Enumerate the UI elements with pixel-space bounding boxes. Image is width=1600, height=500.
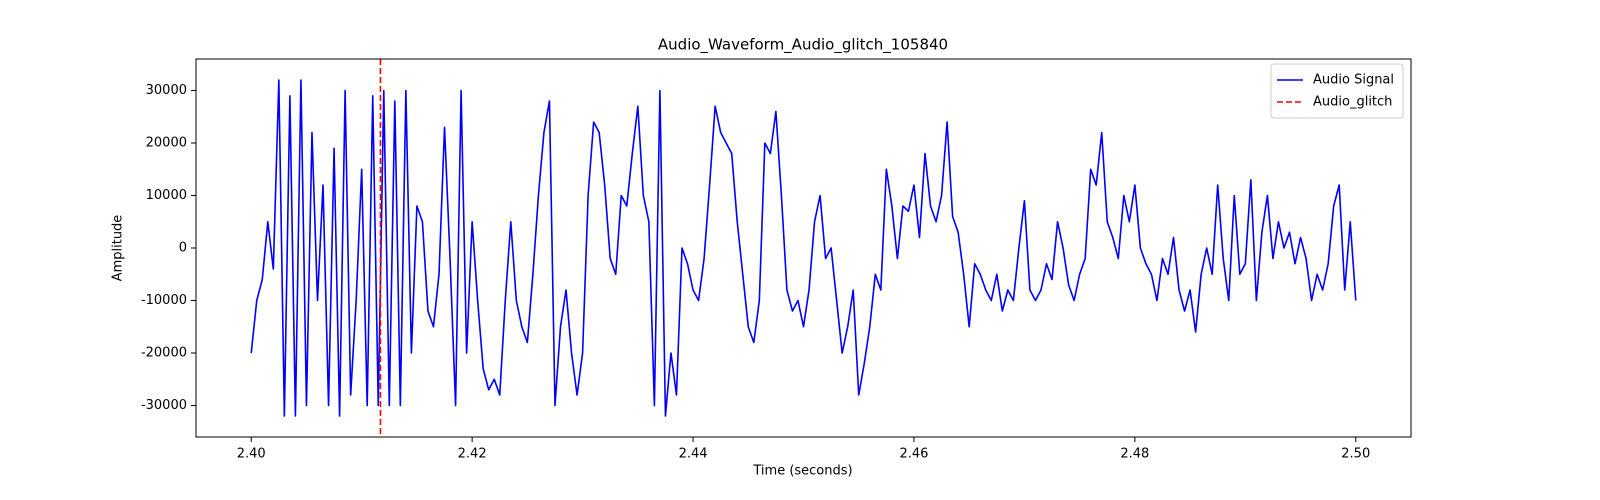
y-tick-label: 30000 xyxy=(146,83,187,98)
plot-frame xyxy=(195,58,1412,438)
x-tick-label: 2.42 xyxy=(458,447,487,462)
x-tick-label: 2.40 xyxy=(237,447,266,462)
y-tick-label: 0 xyxy=(179,241,187,256)
signal-line xyxy=(250,79,1357,417)
x-tick-label: 2.46 xyxy=(899,447,928,462)
x-axis-label: Time (seconds) xyxy=(752,464,852,479)
y-tick-label: -10000 xyxy=(141,293,187,308)
legend-label: Audio_glitch xyxy=(1313,95,1392,110)
y-tick-label: 10000 xyxy=(146,188,187,203)
x-tick-label: 2.50 xyxy=(1341,447,1370,462)
chart-title: Audio_Waveform_Audio_glitch_105840 xyxy=(658,36,948,55)
y-tick-label: -20000 xyxy=(141,346,187,361)
y-tick-label: -30000 xyxy=(141,398,187,413)
x-tick-label: 2.44 xyxy=(679,447,708,462)
legend-label: Audio Signal xyxy=(1313,73,1394,88)
y-tick-label: 20000 xyxy=(146,136,187,151)
legend-box xyxy=(1270,63,1404,119)
x-tick-label: 2.48 xyxy=(1120,447,1149,462)
y-axis-label: Amplitude xyxy=(111,215,126,282)
